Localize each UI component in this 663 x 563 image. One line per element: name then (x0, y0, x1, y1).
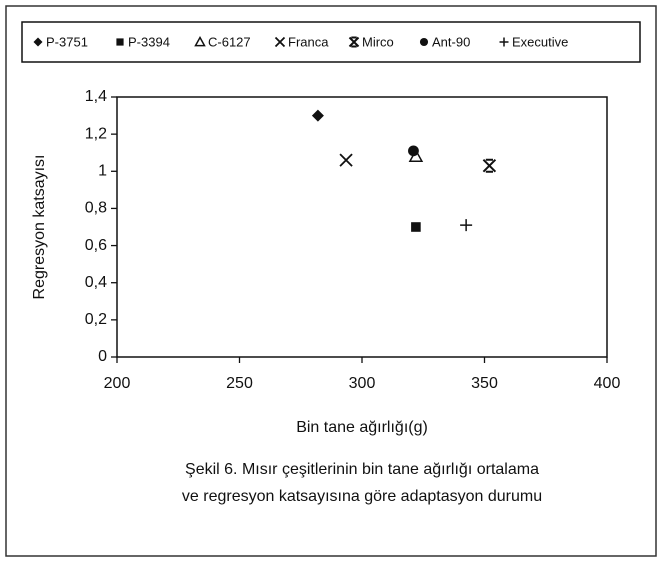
legend-label: Mirco (362, 34, 394, 49)
legend-marker (33, 37, 43, 47)
outer-frame (5, 5, 657, 557)
point (408, 145, 419, 157)
legend-box (21, 21, 641, 63)
legend-label: C-6127 (208, 34, 251, 49)
y-tick-label: 0,6 (85, 237, 107, 254)
caption: ve regresyon katsayısına göre adaptasyon… (182, 488, 542, 505)
legend-marker (348, 36, 360, 48)
x-tick-label: 300 (349, 375, 376, 392)
legend-marker (274, 36, 286, 48)
y-tick-label: 1 (98, 163, 107, 180)
point (482, 158, 497, 173)
caption: Şekil 6. Mısır çeşitlerinin bin tane ağı… (185, 461, 539, 478)
legend-marker (499, 37, 509, 47)
legend-marker (116, 38, 124, 46)
point (411, 222, 421, 232)
y-tick-label: 1,4 (85, 88, 107, 105)
legend-label: Franca (288, 34, 329, 49)
point (460, 219, 473, 232)
x-tick-label: 350 (471, 375, 498, 392)
point (339, 153, 353, 167)
y-tick-label: 0,4 (85, 274, 107, 291)
x-tick-label: 400 (594, 375, 621, 392)
x-axis-label: Bin tane ağırlığı(g) (296, 419, 428, 436)
legend-label: Executive (512, 34, 568, 49)
y-tick-label: 0 (98, 348, 107, 365)
point (311, 109, 324, 122)
y-tick-label: 1,2 (85, 125, 107, 142)
plot-frame (116, 96, 608, 358)
x-tick-label: 200 (104, 375, 131, 392)
x-tick-label: 250 (226, 375, 253, 392)
legend-label: P-3394 (128, 34, 170, 49)
legend-label: Ant-90 (432, 34, 470, 49)
y-tick-label: 0,2 (85, 311, 107, 328)
legend-marker (419, 37, 429, 47)
y-tick-label: 0,8 (85, 200, 107, 217)
legend-label: P-3751 (46, 34, 88, 49)
legend-marker (194, 35, 206, 47)
y-axis-label: Regresyon katsayısı (31, 155, 48, 300)
